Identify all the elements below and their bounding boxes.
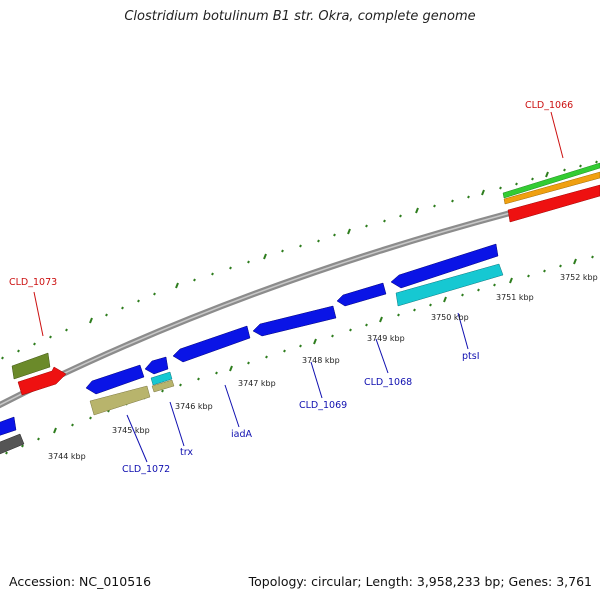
olive-feature[interactable]: [11, 352, 51, 380]
khaki-feature[interactable]: [89, 385, 151, 416]
cds-arrow-ptsi[interactable]: [390, 243, 499, 289]
scale-label-3746: 3746 kbp: [175, 402, 213, 411]
red-arrow-feature[interactable]: [17, 366, 67, 396]
gene-label-cld-1072[interactable]: CLD_1072: [122, 464, 170, 475]
cds-arrows: [0, 243, 499, 437]
gene-label-cld-1066[interactable]: CLD_1066: [525, 100, 573, 111]
cyan-feature-ptsi[interactable]: [395, 263, 504, 307]
scale-label-3752: 3752 kbp: [560, 273, 598, 282]
scale-label-3748: 3748 kbp: [302, 356, 340, 365]
inner-scale-ticks: [5, 255, 594, 455]
scale-label-3744: 3744 kbp: [48, 452, 86, 461]
gene-label-ptsi[interactable]: ptsI: [462, 351, 480, 362]
orange-feature[interactable]: [503, 171, 600, 205]
gene-label-cld-1069[interactable]: CLD_1069: [299, 400, 347, 411]
accession-text: Accession: NC_010516: [9, 574, 152, 589]
green-feature[interactable]: [502, 162, 600, 199]
scale-label-3745: 3745 kbp: [112, 426, 150, 435]
outer-scale-ticks: [1, 160, 598, 360]
scale-label-3751: 3751 kbp: [496, 293, 534, 302]
cds-arrow-cld-1068[interactable]: [336, 282, 387, 307]
cds-arrow-cld-1072[interactable]: [85, 364, 145, 395]
grey-feature[interactable]: [0, 433, 25, 456]
scale-label-3750: 3750 kbp: [431, 313, 469, 322]
scale-label-3747: 3747 kbp: [238, 379, 276, 388]
leader-lines: [33, 111, 564, 463]
gene-label-cld-1068[interactable]: CLD_1068: [364, 377, 412, 388]
cyan-feature-small[interactable]: [150, 371, 173, 386]
cds-arrow-small[interactable]: [144, 356, 169, 375]
gene-label-cld-1073[interactable]: CLD_1073: [9, 277, 57, 288]
genome-summary-text: Topology: circular; Length: 3,958,233 bp…: [248, 574, 592, 589]
cds-arrow-iada[interactable]: [172, 325, 251, 363]
gene-label-trx[interactable]: trx: [180, 447, 193, 458]
scale-label-3749: 3749 kbp: [367, 334, 405, 343]
khaki-feature-small[interactable]: [151, 379, 175, 393]
gene-label-iada[interactable]: iadA: [231, 429, 252, 440]
cds-arrow-cld-1069[interactable]: [252, 305, 337, 337]
red-feature[interactable]: [507, 184, 600, 223]
cds-arrow-left-edge[interactable]: [0, 416, 17, 437]
map-title: Clostridium botulinum B1 str. Okra, comp…: [124, 9, 476, 24]
